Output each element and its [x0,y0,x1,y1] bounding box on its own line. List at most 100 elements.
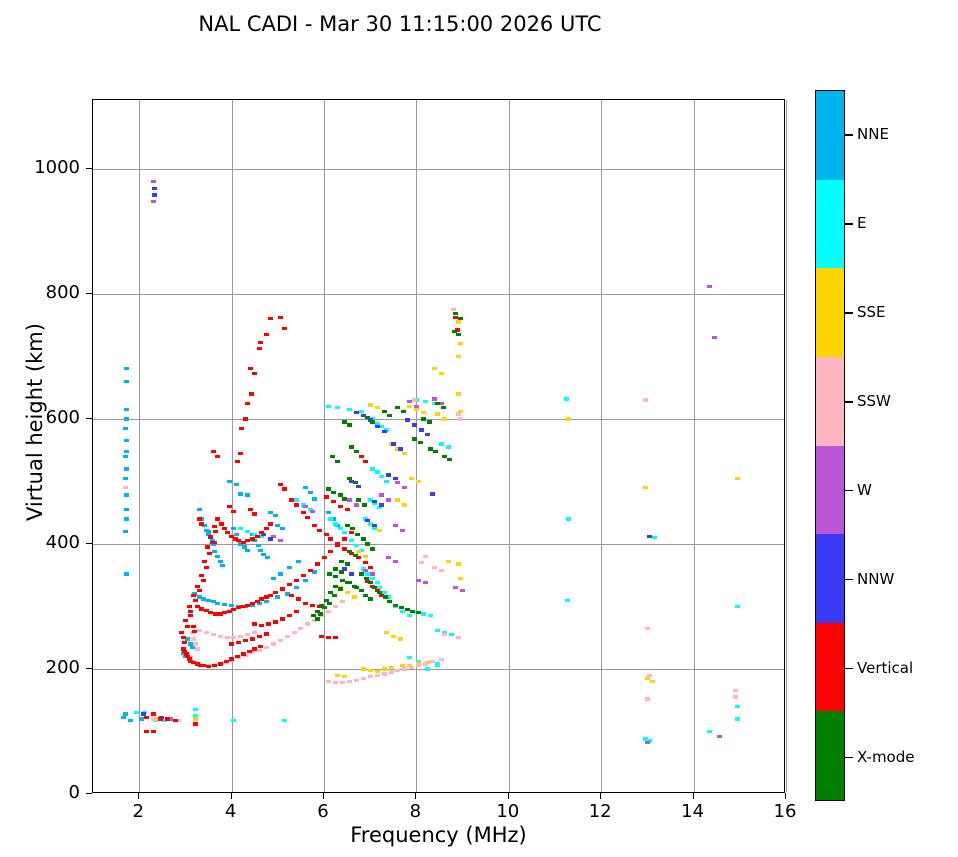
data-point [644,626,650,630]
colorbar-segment-nne [816,91,844,180]
data-point [209,539,215,543]
data-point [257,644,263,649]
data-point [642,737,648,741]
data-point [402,503,408,507]
data-point [300,573,306,577]
y-tick [86,542,92,544]
data-point [162,718,168,722]
y-tick [86,292,92,294]
data-point [344,562,350,566]
data-point [193,722,199,726]
data-point [307,568,313,572]
data-point [245,493,251,497]
data-point [240,604,246,609]
data-point [323,495,329,499]
data-point [649,679,655,684]
data-point [176,718,181,722]
data-point [312,497,318,501]
data-point [386,498,392,502]
data-point [340,578,345,582]
data-point [374,470,380,474]
data-point [273,591,278,595]
data-point [363,459,369,464]
data-point [186,657,192,661]
data-point [312,570,318,574]
data-point [432,367,438,371]
data-point [261,532,267,537]
data-point [326,510,332,515]
data-point [356,556,362,560]
data-point [268,317,274,321]
data-point [277,638,283,642]
data-point [425,667,431,671]
data-point [416,664,422,668]
data-point [226,479,232,484]
data-point [249,651,255,655]
data-point [293,609,299,614]
data-point [222,602,228,607]
data-point [418,428,424,432]
data-point [711,335,717,340]
data-point [448,632,454,637]
data-point [381,591,387,595]
data-point [249,603,255,607]
data-point [372,526,378,530]
data-point [270,642,276,646]
data-point [364,576,369,580]
data-point [215,601,221,605]
data-point [243,417,248,421]
data-point [416,578,422,582]
data-point [150,712,156,716]
data-point [239,426,245,430]
data-point [349,445,355,449]
data-point [238,492,244,496]
data-point [205,545,211,549]
data-point [123,439,129,443]
x-tick [692,793,694,799]
data-point [372,499,378,504]
colorbar-segment-ssw [816,356,844,446]
data-point [263,646,269,650]
data-point [367,498,373,502]
data-point [245,529,251,534]
data-point [188,624,194,629]
data-point [286,566,292,570]
data-point [346,407,352,412]
data-point [342,537,348,541]
data-point [252,631,258,635]
data-point [282,487,288,491]
data-point [349,479,355,484]
data-point [376,586,382,590]
data-point [322,606,328,610]
data-point [199,607,205,611]
data-point [291,631,297,635]
data-point [426,420,432,424]
data-point [642,398,648,402]
data-point [423,581,429,585]
data-point [457,576,463,580]
data-point [370,467,375,471]
data-point [151,187,157,191]
data-point [243,639,248,643]
data-point [279,526,285,530]
data-point [647,739,653,743]
data-point [365,415,371,420]
data-point [420,417,426,421]
data-point [326,487,332,491]
data-point [407,399,412,404]
data-point [282,718,288,722]
colorbar-label-w: W [857,480,872,499]
data-point [564,397,570,401]
data-point [192,629,198,634]
data-point [188,659,194,664]
y-tick [86,417,92,419]
x-axis-title: Frequency (MHz) [350,823,527,847]
data-point [440,405,446,410]
data-point [439,657,445,662]
data-point [273,620,278,624]
data-point [417,440,423,445]
data-point [259,597,265,601]
x-tick-label: 6 [317,801,329,822]
colorbar-tick [845,756,853,759]
